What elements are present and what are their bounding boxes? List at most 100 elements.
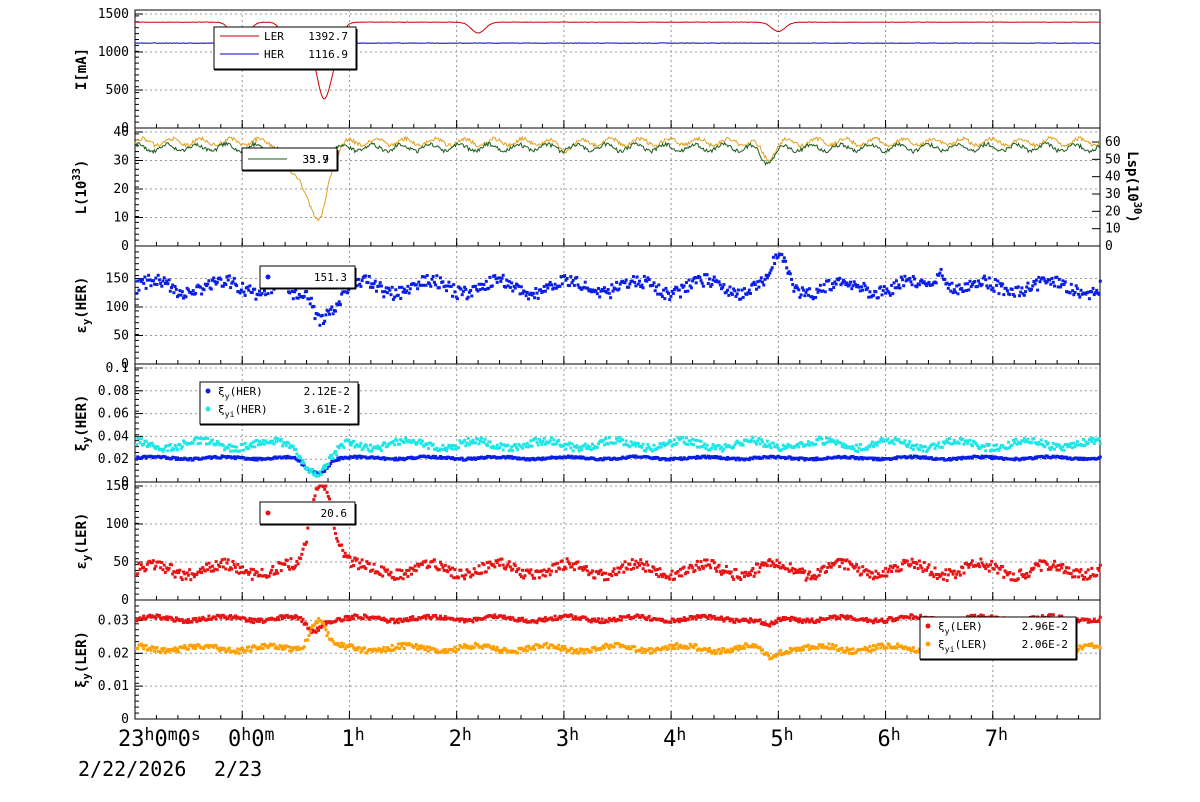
data-point	[599, 569, 602, 572]
data-point	[672, 292, 675, 295]
data-point	[759, 566, 762, 569]
y2-tick-label: 40	[1105, 170, 1121, 185]
data-point	[364, 274, 367, 277]
data-point	[324, 628, 327, 631]
data-point	[393, 443, 396, 446]
data-point	[988, 443, 991, 446]
data-point	[557, 644, 560, 647]
data-point	[988, 277, 991, 280]
data-point	[913, 566, 916, 569]
data-point	[235, 284, 238, 287]
y2-tick-label: 60	[1105, 135, 1121, 150]
data-point	[235, 446, 238, 449]
data-point	[973, 280, 976, 283]
data-point	[464, 574, 467, 577]
data-point	[511, 449, 514, 452]
y-tick-label: 0.1	[106, 361, 129, 376]
data-point	[814, 443, 817, 446]
data-point	[150, 649, 153, 652]
data-point	[958, 283, 961, 286]
y-tick-label: 150	[106, 479, 129, 494]
y-tick-label: 0.04	[98, 429, 129, 444]
data-point	[818, 574, 821, 577]
data-point	[772, 442, 775, 445]
data-point	[597, 287, 600, 290]
data-point	[618, 288, 621, 291]
data-point	[1063, 449, 1066, 452]
data-point	[498, 446, 501, 449]
data-point	[952, 573, 955, 576]
data-point	[1006, 289, 1009, 292]
data-point	[624, 560, 627, 563]
data-point	[250, 649, 253, 652]
data-point	[766, 564, 769, 567]
data-point	[320, 473, 323, 476]
data-point	[453, 568, 456, 571]
data-point	[749, 573, 752, 576]
y2-tick-label: 30	[1105, 187, 1121, 202]
data-point	[537, 297, 540, 300]
data-point	[536, 292, 539, 295]
data-point	[563, 274, 566, 277]
data-point	[627, 286, 630, 289]
data-point	[885, 621, 888, 624]
y-axis-label: εy(LER)	[74, 513, 93, 570]
legend-marker	[206, 407, 211, 412]
legend-box: 20.6	[260, 502, 356, 525]
data-point	[881, 293, 884, 296]
data-point	[438, 568, 441, 571]
data-point	[1030, 288, 1033, 291]
data-point	[544, 290, 547, 293]
data-point	[194, 292, 197, 295]
data-point	[508, 560, 511, 563]
data-point	[643, 563, 646, 566]
data-point	[232, 560, 235, 563]
data-point	[426, 274, 429, 277]
data-point	[1052, 613, 1055, 616]
data-point	[236, 563, 239, 566]
data-point	[219, 617, 222, 620]
data-point	[292, 445, 295, 448]
data-point	[913, 278, 916, 281]
data-point	[1026, 282, 1029, 285]
data-point	[1035, 279, 1038, 282]
data-point	[1014, 438, 1017, 441]
data-point	[523, 574, 526, 577]
data-point	[919, 614, 922, 617]
y-tick-label: 100	[106, 300, 129, 315]
y-tick-label: 100	[106, 517, 129, 532]
data-point	[876, 444, 879, 447]
data-point	[827, 562, 830, 565]
data-point	[748, 289, 751, 292]
data-point	[604, 437, 607, 440]
data-point	[480, 437, 483, 440]
data-point	[707, 282, 710, 285]
data-point	[941, 446, 944, 449]
data-point	[227, 279, 230, 282]
data-point	[589, 445, 592, 448]
data-point	[374, 280, 377, 283]
data-point	[371, 569, 374, 572]
data-point	[469, 289, 472, 292]
data-point	[673, 438, 676, 441]
data-point	[470, 295, 473, 298]
data-point	[718, 280, 721, 283]
data-point	[432, 443, 435, 446]
data-point	[718, 564, 721, 567]
data-point	[1017, 577, 1020, 580]
data-point	[446, 651, 449, 654]
data-point	[571, 614, 574, 617]
data-point	[700, 560, 703, 563]
data-point	[531, 574, 534, 577]
data-point	[903, 439, 906, 442]
data-point	[1017, 285, 1020, 288]
data-point	[1098, 569, 1101, 572]
data-point	[996, 572, 999, 575]
data-point	[323, 320, 326, 323]
data-point	[1080, 568, 1083, 571]
data-point	[792, 290, 795, 293]
data-point	[557, 439, 560, 442]
data-point	[270, 569, 273, 572]
